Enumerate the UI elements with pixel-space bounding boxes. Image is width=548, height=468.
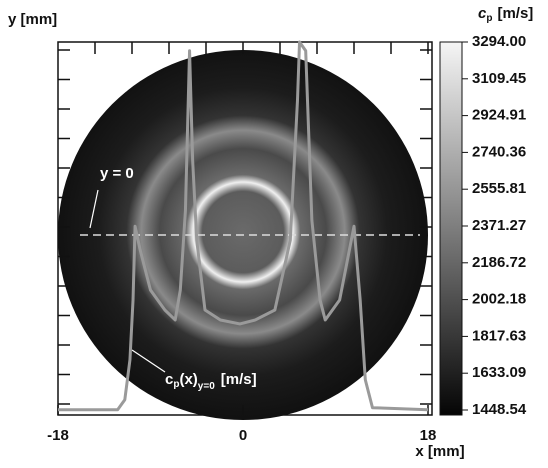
colorbar-tick-label: 2186.72 <box>472 254 526 271</box>
annotation-part: y=0 <box>198 381 215 392</box>
colorbar-tick-label: 2555.81 <box>472 180 526 197</box>
x-tick-label: -18 <box>47 427 69 444</box>
colorbar-tick-label: 2740.36 <box>472 143 526 160</box>
chart: y [mm] x [mm] y = 0 cp(x)y=0[m/s] cp[m/s… <box>0 0 548 463</box>
colorbar-label-part: [m/s] <box>497 5 533 22</box>
colorbar-tick-label: 2924.91 <box>472 107 526 124</box>
x-tick-label: 18 <box>420 427 437 444</box>
x-tick-label: 0 <box>239 427 247 444</box>
annotation-part: (x) <box>179 371 197 388</box>
page: y [mm] x [mm] y = 0 cp(x)y=0[m/s] cp[m/s… <box>0 0 548 468</box>
colorbar-tick-label: 2371.27 <box>472 217 526 234</box>
annotation-part: [m/s] <box>221 371 257 388</box>
colorbar <box>440 42 462 415</box>
colorbar-tick-label: 3294.00 <box>472 33 526 50</box>
colorbar-tick-label: 2002.18 <box>472 291 526 308</box>
x-axis-label: x [mm] <box>415 443 464 460</box>
colorbar-tick-label: 1817.63 <box>472 327 526 344</box>
colorbar-tick-label: 1448.54 <box>472 401 527 418</box>
annotation-part: c <box>165 371 173 388</box>
colorbar-tick-label: 1633.09 <box>472 364 526 381</box>
colorbar-label: cp[m/s] <box>478 5 533 24</box>
colorbar-tick-label: 3109.45 <box>472 70 526 87</box>
colorbar-label-part: p <box>486 13 492 24</box>
y-axis-label: y [mm] <box>8 11 57 28</box>
annotation: y = 0 <box>100 165 134 182</box>
